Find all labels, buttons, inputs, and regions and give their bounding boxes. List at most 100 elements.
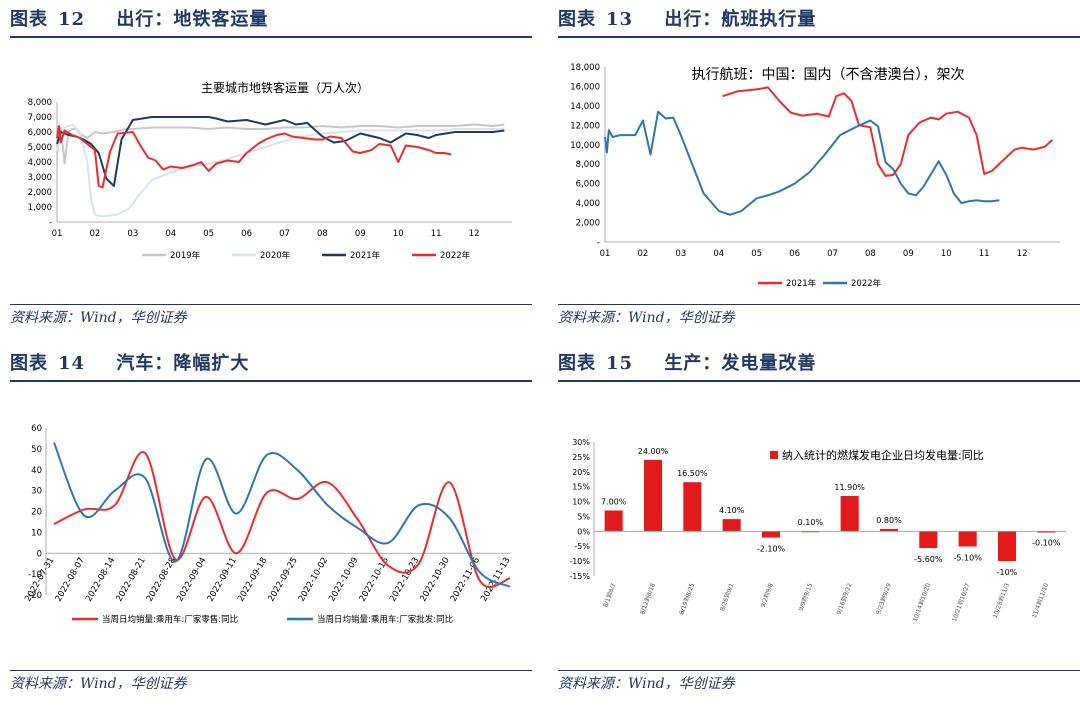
x-tick-label: 02: [90, 229, 101, 239]
x-tick-label: 9/2到9/8: [760, 582, 775, 608]
x-tick-label: 03: [127, 229, 138, 239]
source-note: 资料来源：Wind，华创证券: [558, 304, 1080, 331]
x-tick-label: 05: [203, 229, 214, 239]
source-note: 资料来源：Wind，华创证券: [558, 670, 1080, 697]
y-tick-label: 4,000: [28, 158, 52, 168]
y-tick-label: 2,000: [28, 188, 52, 198]
y-tick-label: 5%: [577, 512, 590, 521]
y-tick-label: 60: [31, 424, 42, 434]
y-tick-label: 14,000: [570, 102, 600, 112]
fig-title: 生产：发电量改善: [664, 353, 817, 374]
bar: [879, 528, 899, 532]
y-tick-label: -: [49, 218, 52, 228]
fig-number: 12: [58, 9, 86, 30]
x-tick-label: 11: [979, 249, 990, 259]
legend-label: 当周日均销量:乘用车:厂家零售:同比: [102, 614, 238, 625]
data-label: -0.10%: [1032, 539, 1061, 548]
x-tick-label: 08: [317, 229, 328, 239]
x-tick-label: 2022-11-06: [449, 556, 482, 604]
data-label: 0.80%: [876, 516, 902, 525]
data-label: 7.00%: [601, 497, 627, 506]
y-tick-label: 18,000: [570, 63, 600, 73]
x-tick-label: 8/26到9/1: [719, 582, 736, 612]
y-tick-label: 30: [31, 487, 42, 497]
series-line: [53, 442, 511, 588]
x-tick-label: 01: [52, 229, 63, 239]
panel-fig15: 图表 15 生产：发电量改善 30% 25% 20% 15% 10% 5% 0% -5% -10%…: [558, 348, 1080, 708]
y-tick-label: 2,000: [576, 219, 600, 229]
chart-title: 执行航班：中国：国内（不含港澳台），架次: [692, 67, 965, 83]
bar: [958, 531, 977, 547]
x-tick-label: 9/9到9/15: [798, 582, 815, 612]
y-tick-label: 25%: [572, 453, 590, 462]
x-tick-label: 2022-10-09: [327, 556, 360, 604]
fig-title: 汽车：降幅扩大: [116, 353, 250, 374]
series-line: [53, 451, 511, 588]
x-tick-label: 2022-10-30: [418, 556, 451, 604]
bar: [919, 531, 938, 549]
chart-power-generation: 30% 25% 20% 15% 10% 5% 0% -5% -10% -15% 7.00% 24.00…: [569, 438, 1066, 623]
x-tick-label: 9/23到9/29: [875, 582, 893, 616]
legend-label: 2019年: [170, 250, 201, 261]
fig-label: 图表: [10, 353, 48, 374]
fig-label: 图表: [10, 9, 48, 30]
x-tick-label: 09: [355, 229, 366, 239]
bar: [840, 495, 859, 532]
x-tick-label: 05: [751, 249, 762, 259]
y-tick-label: 0: [37, 549, 42, 559]
y-tick-label: 20%: [572, 468, 590, 477]
x-tick-label: 10/21到10/27: [951, 582, 972, 623]
panel-title: 图表 12 出行：地铁客运量: [10, 4, 532, 38]
panel-fig13: 图表 13 出行：航班执行量 执行航班：中国：国内（不含港澳台），架次 18,000…: [558, 4, 1080, 334]
x-tick-label: 2022-08-28: [145, 556, 178, 604]
y-tick-label: 6,000: [28, 128, 52, 138]
legend-label: 2022年: [440, 250, 471, 261]
y-tick-label: -: [597, 238, 600, 248]
x-tick-label: 8/1到8/7: [602, 582, 617, 608]
x-tick-label: 02: [638, 249, 649, 259]
bar: [643, 459, 663, 532]
x-tick-label: 07: [827, 249, 838, 259]
panel-title: 图表 14 汽车：降幅扩大: [10, 348, 532, 382]
data-label: -10%: [997, 568, 1018, 577]
y-tick-label: 16,000: [570, 82, 600, 92]
chart-subway-ridership: 主要城市地铁客运量（万人次） 8,000 7,000 6,000 5,000 4,000 3…: [28, 80, 512, 261]
x-tick-label: 2022-10-23: [388, 556, 421, 604]
bar: [722, 519, 741, 532]
x-tick-label: 2022-09-04: [175, 556, 208, 604]
x-tick-label: 10/28到11/3: [992, 582, 1011, 619]
y-tick-label: 8,000: [576, 160, 600, 170]
series-line: [722, 86, 1054, 177]
legend-label: 2020年: [260, 250, 291, 261]
data-label: 0.10%: [798, 518, 824, 527]
panel-title: 图表 13 出行：航班执行量: [558, 4, 1080, 38]
legend-swatch: [770, 451, 778, 459]
y-tick-label: 10: [31, 528, 42, 538]
chart-title: 主要城市地铁客运量（万人次）: [201, 80, 369, 95]
x-tick-label: 07: [279, 229, 290, 239]
x-tick-label: 03: [675, 249, 686, 259]
y-tick-label: -15%: [569, 572, 590, 581]
fig-number: 15: [606, 353, 634, 374]
x-tick-label: 2022-08-14: [84, 556, 117, 604]
data-label: -5.10%: [954, 554, 983, 563]
y-tick-label: 30%: [572, 438, 590, 447]
y-tick-label: 20: [31, 508, 42, 518]
series-line: [56, 116, 505, 187]
chart-flights-executed: 执行航班：中国：国内（不含港澳台），架次 18,000 16,000 14,000 12…: [570, 63, 1060, 289]
y-tick-label: 15%: [572, 483, 590, 492]
y-tick-label: 3,000: [28, 173, 52, 183]
y-tick-label: 4,000: [576, 199, 600, 209]
x-tick-label: 2022-08-21: [114, 556, 147, 604]
legend-label: 2021年: [786, 278, 817, 289]
fig-number: 13: [606, 9, 634, 30]
x-tick-label: 01: [600, 249, 611, 259]
bar: [683, 482, 702, 532]
data-label: -5.60%: [914, 555, 943, 564]
bar: [604, 510, 623, 532]
x-tick-label: 10: [941, 249, 952, 259]
panel-fig14: 图表 14 汽车：降幅扩大 60 50 40 30 20 10 0 -10 -20 2022-07-…: [10, 348, 532, 708]
x-tick-label: 06: [241, 229, 252, 239]
data-label: -2.10%: [757, 545, 786, 554]
bar: [761, 531, 781, 538]
